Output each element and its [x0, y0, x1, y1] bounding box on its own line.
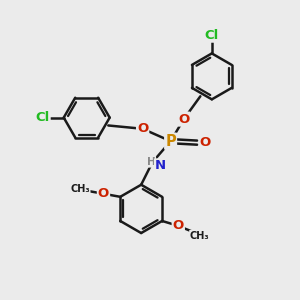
Text: O: O — [172, 220, 184, 232]
Text: O: O — [200, 136, 211, 149]
Text: O: O — [178, 112, 190, 126]
Text: N: N — [155, 159, 166, 172]
Text: CH₃: CH₃ — [190, 231, 210, 241]
Text: O: O — [98, 187, 109, 200]
Text: O: O — [137, 122, 148, 135]
Text: H: H — [146, 157, 155, 167]
Text: Cl: Cl — [35, 111, 50, 124]
Text: P: P — [165, 134, 176, 149]
Text: CH₃: CH₃ — [70, 184, 90, 194]
Text: Cl: Cl — [205, 29, 219, 42]
